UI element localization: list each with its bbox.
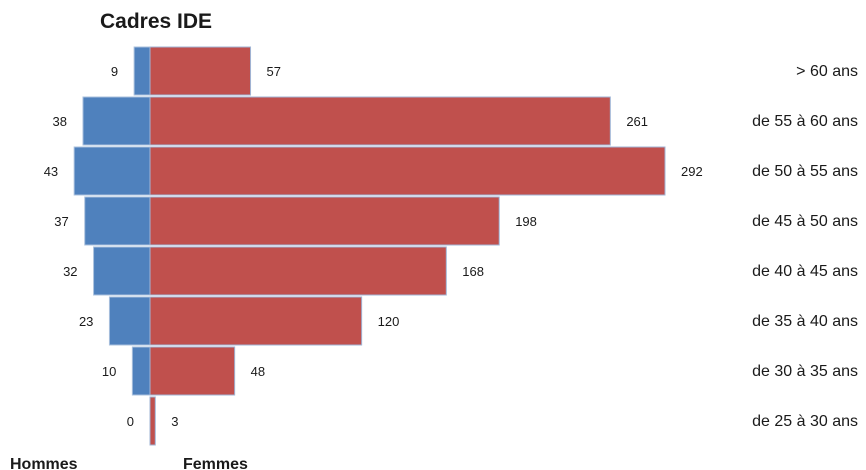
bar-femmes-de-45-50-ans	[149, 196, 500, 246]
value-label-femmes-de-50-55-ans: 292	[681, 164, 703, 179]
bar-hommes-60-ans	[133, 46, 151, 96]
bar-hommes-de-35-40-ans	[108, 296, 151, 346]
bar-femmes-de-35-40-ans	[149, 296, 363, 346]
bar-femmes-de-30-35-ans	[149, 346, 236, 396]
category-label-de-45-50-ans: de 45 à 50 ans	[752, 213, 858, 230]
bar-hommes-de-30-35-ans	[131, 346, 151, 396]
category-label-de-50-55-ans: de 50 à 55 ans	[752, 163, 858, 180]
value-label-femmes-de-40-45-ans: 168	[462, 264, 484, 279]
value-labels-group: 9 57 38 261 43 292 37 198 32 168 23 120 10 48 0 3	[44, 64, 703, 429]
value-label-femmes-de-55-60-ans: 261	[626, 114, 648, 129]
value-label-femmes-de-45-50-ans: 198	[515, 214, 537, 229]
bar-hommes-de-50-55-ans	[73, 146, 151, 196]
value-label-hommes-de-50-55-ans: 43	[44, 164, 58, 179]
category-label-de-55-60-ans: de 55 à 60 ans	[752, 113, 858, 130]
category-label-60-ans: > 60 ans	[796, 63, 858, 80]
value-label-hommes-de-35-40-ans: 23	[79, 314, 93, 329]
value-label-femmes-60-ans: 57	[267, 64, 281, 79]
legend-femmes: Femmes	[183, 456, 248, 470]
value-label-hommes-60-ans: 9	[111, 64, 118, 79]
category-label-de-25-30-ans: de 25 à 30 ans	[752, 413, 858, 430]
legend-hommes: Hommes	[10, 456, 78, 470]
bar-hommes-de-55-60-ans	[82, 96, 151, 146]
value-label-hommes-de-25-30-ans: 0	[127, 414, 134, 429]
bar-femmes-de-50-55-ans	[149, 146, 666, 196]
chart-title: Cadres IDE	[100, 10, 212, 33]
value-label-hommes-de-30-35-ans: 10	[102, 364, 116, 379]
bar-femmes-de-55-60-ans	[149, 96, 611, 146]
value-label-hommes-de-45-50-ans: 37	[54, 214, 68, 229]
category-labels-group: > 60 ans de 55 à 60 ans de 50 à 55 ans de 4…	[752, 63, 858, 430]
value-label-hommes-de-40-45-ans: 32	[63, 264, 77, 279]
bar-femmes-de-40-45-ans	[149, 246, 447, 296]
value-label-femmes-de-30-35-ans: 48	[251, 364, 265, 379]
value-label-femmes-de-35-40-ans: 120	[378, 314, 400, 329]
bar-femmes-60-ans	[149, 46, 252, 96]
value-label-hommes-de-55-60-ans: 38	[53, 114, 67, 129]
bar-hommes-de-40-45-ans	[93, 246, 151, 296]
bar-hommes-de-45-50-ans	[84, 196, 151, 246]
category-label-de-40-45-ans: de 40 à 45 ans	[752, 263, 858, 280]
bars-group	[73, 46, 666, 446]
category-label-de-35-40-ans: de 35 à 40 ans	[752, 313, 858, 330]
value-label-femmes-de-25-30-ans: 3	[171, 414, 178, 429]
bar-femmes-de-25-30-ans	[149, 396, 156, 446]
category-label-de-30-35-ans: de 30 à 35 ans	[752, 363, 858, 380]
